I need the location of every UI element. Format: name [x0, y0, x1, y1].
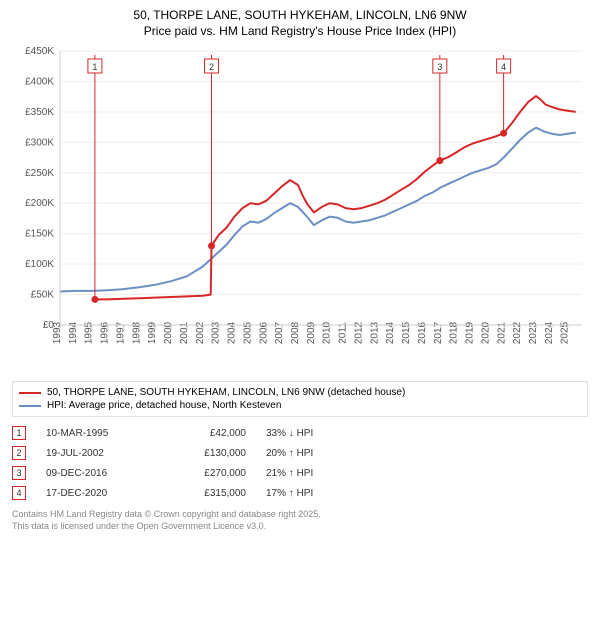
legend-item: 50, THORPE LANE, SOUTH HYKEHAM, LINCOLN,… [19, 386, 581, 399]
title-line1: 50, THORPE LANE, SOUTH HYKEHAM, LINCOLN,… [12, 8, 588, 24]
legend-item: HPI: Average price, detached house, Nort… [19, 399, 581, 412]
chart: £0£50K£100K£150K£200K£250K£300K£350K£400… [12, 45, 588, 375]
sale-marker-idx: 1 [92, 62, 97, 72]
sale-marker-idx: 4 [501, 62, 506, 72]
chart-svg: £0£50K£100K£150K£200K£250K£300K£350K£400… [12, 45, 588, 375]
y-tick-label: £400K [25, 77, 54, 88]
y-tick-label: £450K [25, 46, 54, 57]
legend-label: HPI: Average price, detached house, Nort… [47, 400, 281, 411]
sale-row: 4 17-DEC-2020 £315,000 17% ↑ HPI [12, 483, 588, 503]
sale-hpi: 21% ↑ HPI [266, 468, 356, 479]
y-tick-label: £200K [25, 198, 54, 209]
sale-date: 17-DEC-2020 [46, 488, 141, 499]
sale-idx: 2 [12, 446, 26, 460]
sale-marker-dot [91, 296, 98, 303]
sale-marker-dot [436, 157, 443, 164]
sales-table: 1 10-MAR-1995 £42,000 33% ↓ HPI 2 19-JUL-2002… [12, 423, 588, 503]
sale-idx: 1 [12, 426, 26, 440]
sale-marker-dot [208, 243, 215, 250]
y-tick-label: £300K [25, 138, 54, 149]
sale-hpi: 33% ↓ HPI [266, 428, 356, 439]
legend-label: 50, THORPE LANE, SOUTH HYKEHAM, LINCOLN,… [47, 387, 405, 398]
legend: 50, THORPE LANE, SOUTH HYKEHAM, LINCOLN,… [12, 381, 588, 417]
y-tick-label: £150K [25, 229, 54, 240]
sale-row: 2 19-JUL-2002 £130,000 20% ↑ HPI [12, 443, 588, 463]
chart-title: 50, THORPE LANE, SOUTH HYKEHAM, LINCOLN,… [12, 8, 588, 39]
sale-row: 1 10-MAR-1995 £42,000 33% ↓ HPI [12, 423, 588, 443]
sale-date: 10-MAR-1995 [46, 428, 141, 439]
y-tick-label: £50K [31, 290, 55, 301]
sale-date: 19-JUL-2002 [46, 448, 141, 459]
y-tick-label: £350K [25, 107, 54, 118]
sale-idx: 3 [12, 466, 26, 480]
sale-row: 3 09-DEC-2016 £270,000 21% ↑ HPI [12, 463, 588, 483]
legend-swatch [19, 405, 41, 407]
sale-date: 09-DEC-2016 [46, 468, 141, 479]
y-tick-label: £250K [25, 168, 54, 179]
legend-swatch [19, 392, 41, 394]
sale-price: £130,000 [161, 448, 246, 459]
sale-idx: 4 [12, 486, 26, 500]
y-tick-label: £100K [25, 259, 54, 270]
sale-marker-idx: 3 [437, 62, 442, 72]
sale-price: £315,000 [161, 488, 246, 499]
sale-price: £42,000 [161, 428, 246, 439]
sale-hpi: 20% ↑ HPI [266, 448, 356, 459]
sale-hpi: 17% ↑ HPI [266, 488, 356, 499]
sale-price: £270,000 [161, 468, 246, 479]
footer: Contains HM Land Registry data © Crown c… [12, 509, 588, 532]
sale-marker-idx: 2 [209, 62, 214, 72]
footer-line1: Contains HM Land Registry data © Crown c… [12, 509, 588, 521]
sale-marker-dot [500, 130, 507, 137]
footer-line2: This data is licensed under the Open Gov… [12, 521, 588, 533]
title-line2: Price paid vs. HM Land Registry's House … [12, 24, 588, 40]
